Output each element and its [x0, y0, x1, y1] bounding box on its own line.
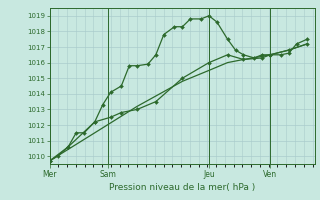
X-axis label: Pression niveau de la mer( hPa ): Pression niveau de la mer( hPa ): [109, 183, 256, 192]
